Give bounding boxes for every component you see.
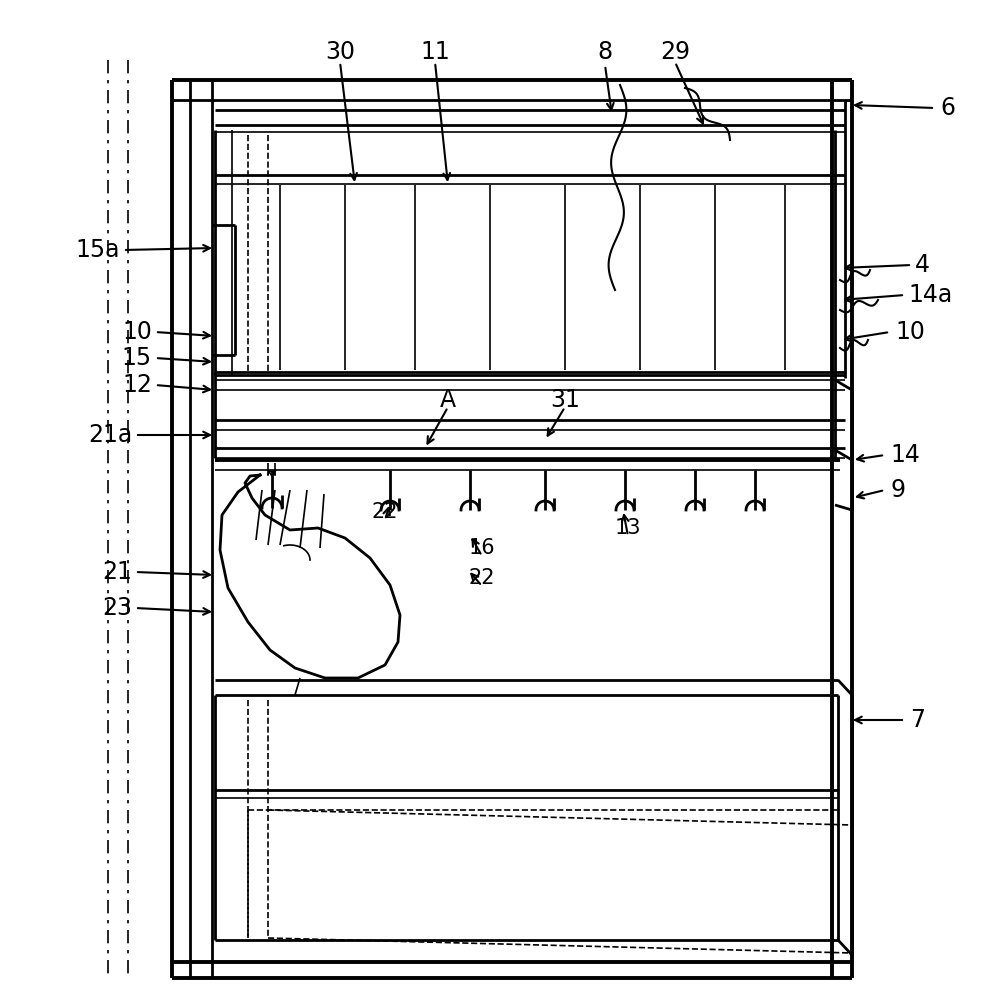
Text: 23: 23 xyxy=(102,596,132,620)
Text: 22: 22 xyxy=(372,502,398,522)
Text: 21a: 21a xyxy=(88,423,132,447)
Text: 11: 11 xyxy=(420,40,450,64)
Text: 4: 4 xyxy=(915,253,930,277)
Text: A: A xyxy=(440,388,456,412)
Text: 14a: 14a xyxy=(908,283,952,307)
Text: 22: 22 xyxy=(469,568,495,588)
Text: 30: 30 xyxy=(325,40,355,64)
Text: 31: 31 xyxy=(550,388,580,412)
Text: 15a: 15a xyxy=(76,238,120,262)
Text: 21: 21 xyxy=(102,560,132,584)
Text: 6: 6 xyxy=(940,96,955,120)
Text: 12: 12 xyxy=(122,373,152,397)
Text: 14: 14 xyxy=(890,443,920,467)
Text: 9: 9 xyxy=(890,478,905,502)
Text: 10: 10 xyxy=(122,320,152,344)
Text: 29: 29 xyxy=(660,40,690,64)
Text: 16: 16 xyxy=(469,538,495,558)
Text: 10: 10 xyxy=(895,320,925,344)
Text: 13: 13 xyxy=(615,518,641,538)
Text: 8: 8 xyxy=(597,40,613,64)
Text: 7: 7 xyxy=(910,708,925,732)
Text: 15: 15 xyxy=(122,346,152,370)
